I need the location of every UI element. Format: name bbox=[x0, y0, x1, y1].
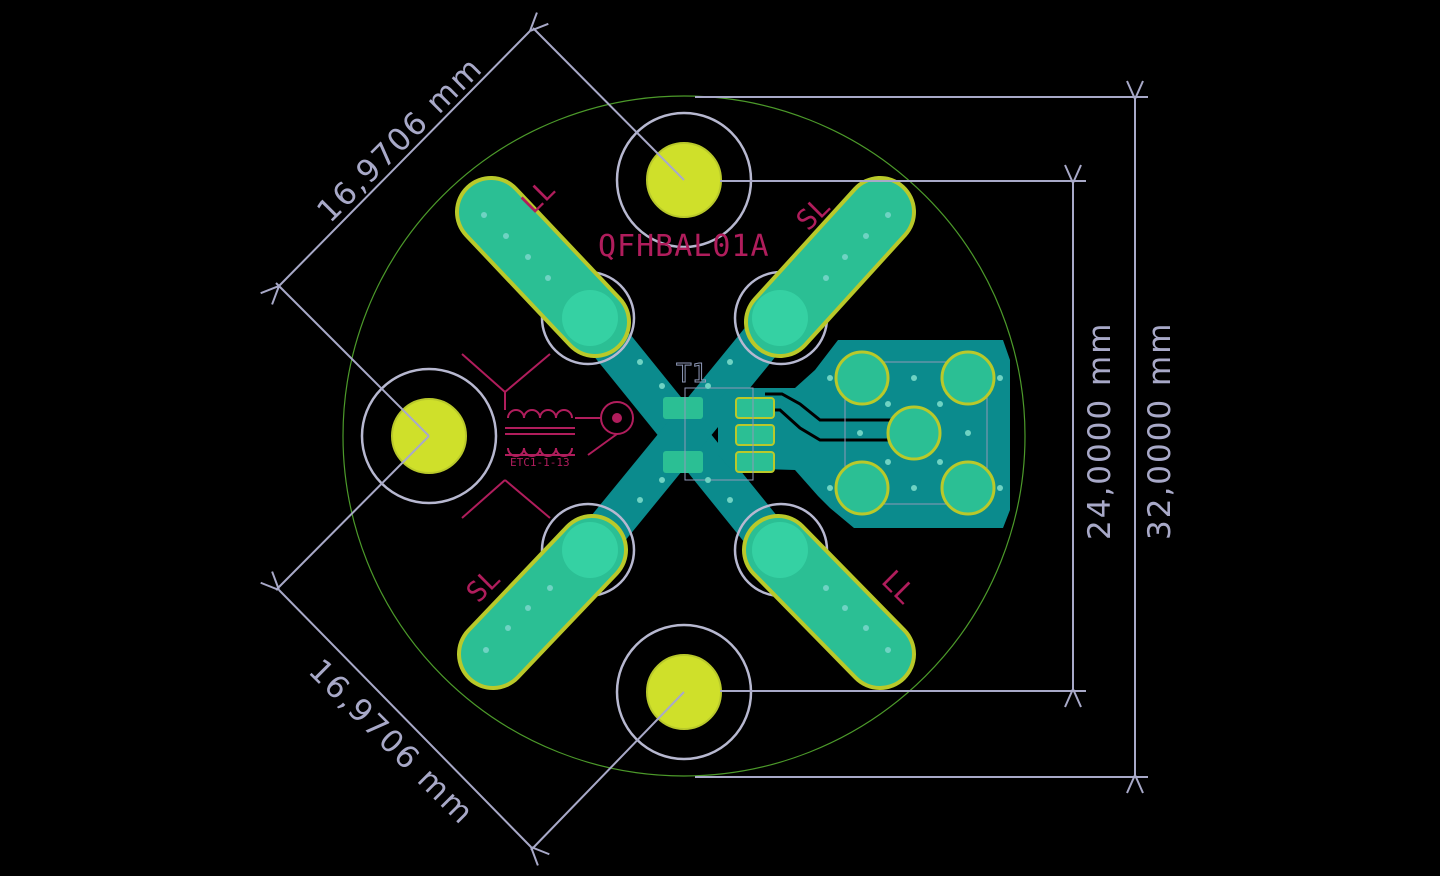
t1-courtyard bbox=[684, 387, 754, 481]
ref-designator: T1 bbox=[676, 359, 707, 389]
copper-traces bbox=[569, 297, 801, 569]
part-number: ETC1-1-13 bbox=[510, 456, 570, 469]
dim-lower-diagonal: 16,9706 mm bbox=[301, 652, 481, 832]
dim-inner-vertical: 24,0000 mm bbox=[1082, 322, 1118, 540]
connector-silkscreen-box bbox=[844, 361, 988, 505]
dim-outer-vertical: 32,0000 mm bbox=[1142, 322, 1178, 540]
label-ll-bottom-right: LL bbox=[875, 564, 922, 611]
board-title: QFHBAL01A bbox=[598, 229, 770, 264]
dimension-annotations bbox=[276, 28, 1148, 850]
smd-pads bbox=[663, 397, 775, 473]
transformer-symbol-icon bbox=[461, 353, 600, 519]
coax-connector-icon bbox=[587, 401, 634, 456]
board-outline bbox=[342, 95, 1026, 777]
slot-pad-holes bbox=[562, 290, 808, 578]
connector-copper-zone bbox=[718, 340, 1010, 528]
connector-pads bbox=[834, 350, 996, 516]
